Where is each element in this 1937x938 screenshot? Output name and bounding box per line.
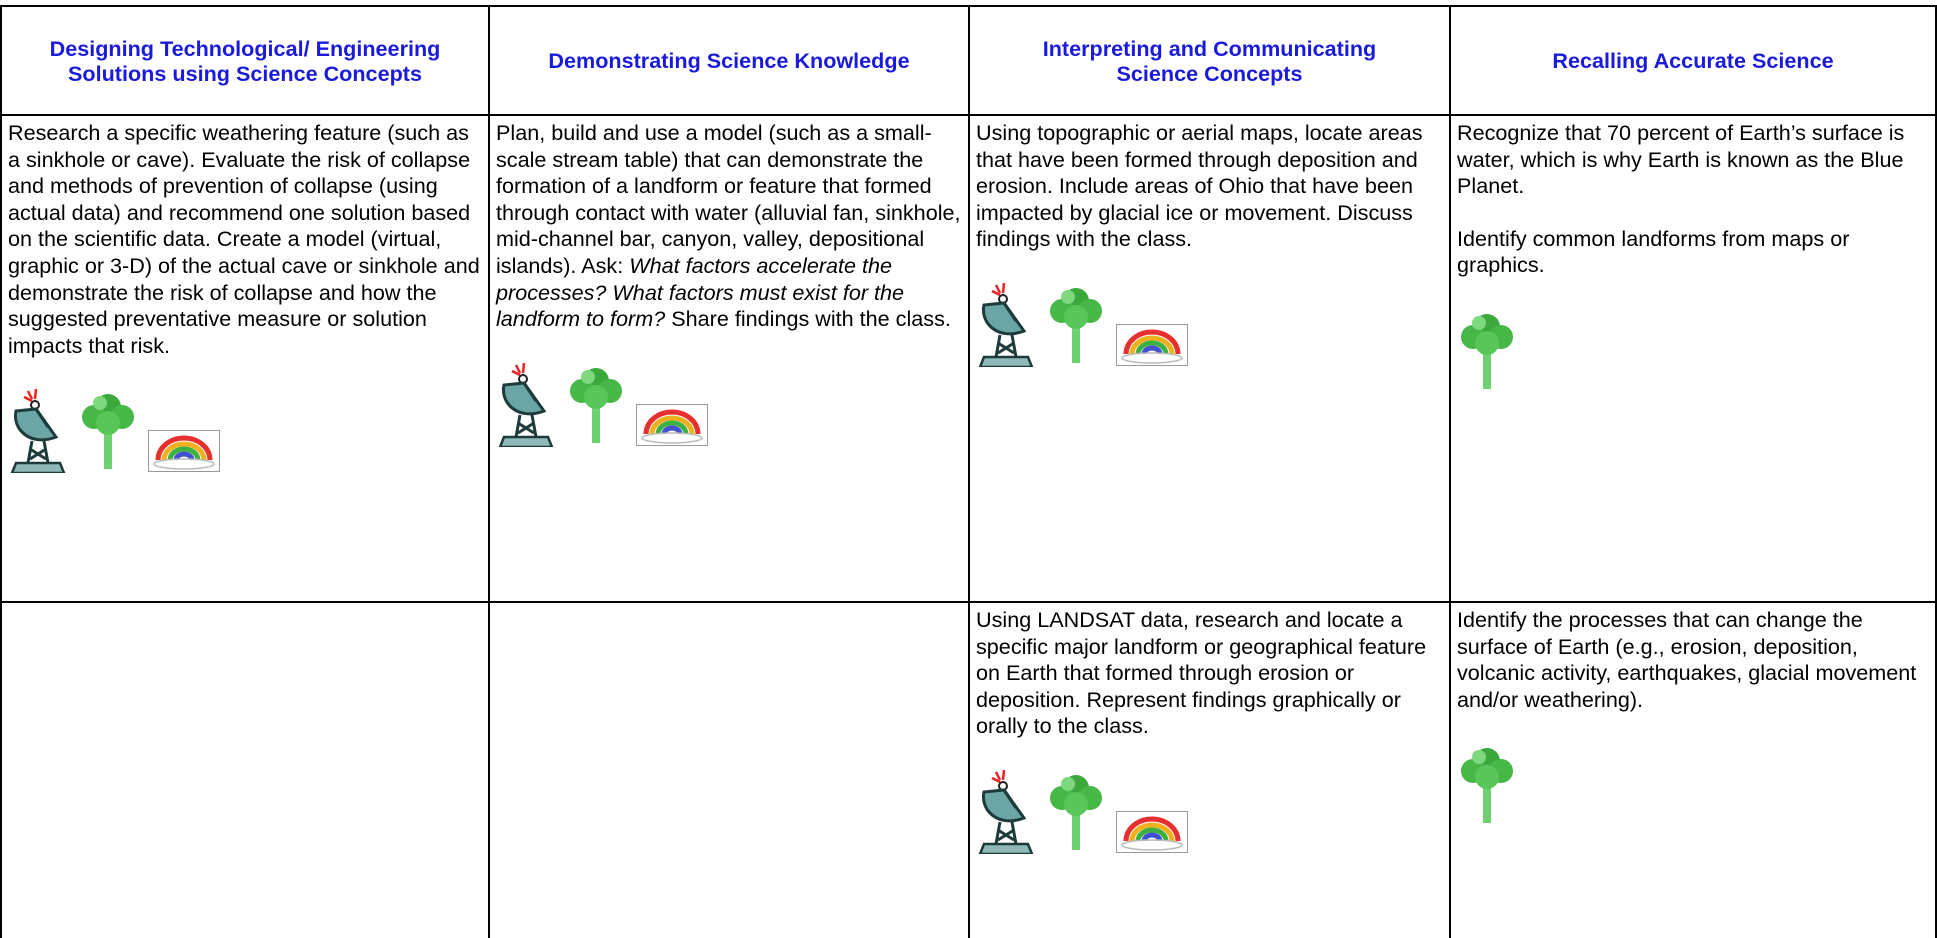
rainbow-icon (636, 403, 708, 447)
cell-text: Plan, build and use a model (such as a s… (496, 120, 961, 278)
table-cell: Recognize that 70 percent of Earth’s sur… (1451, 118, 1935, 395)
icon-row (496, 363, 962, 447)
icon-row (1457, 309, 1929, 393)
rule (968, 5, 970, 938)
tree-icon (1457, 309, 1517, 393)
tree-icon (78, 389, 138, 473)
rule (1449, 5, 1451, 938)
icon-row (1457, 743, 1929, 827)
satellite-icon (976, 770, 1036, 854)
cell-text: Share findings with the class. (665, 306, 951, 332)
rule (1935, 5, 1937, 938)
satellite-icon (8, 389, 68, 473)
cell-text: Using LANDSAT data, research and locate … (976, 607, 1427, 739)
icon-row (976, 283, 1443, 367)
cell-text: Identify the processes that can change t… (1457, 607, 1917, 712)
column-header: Designing Technological/ Engineering Sol… (49, 35, 441, 86)
column-header: Recalling Accurate Science (1552, 48, 1834, 73)
cell-text: Identify common landforms from maps or g… (1457, 225, 1850, 278)
column-header: Demonstrating Science Knowledge (548, 48, 910, 73)
cell-text: Research a specific weathering feature (… (8, 120, 480, 358)
rainbow-icon (1116, 810, 1188, 854)
tree-icon (1046, 283, 1106, 367)
icon-row (976, 770, 1443, 854)
cell-text-italic: What factors accelerate the processes? W… (496, 252, 905, 332)
tree-icon (1046, 770, 1106, 854)
rainbow-icon (1116, 323, 1188, 367)
satellite-icon (976, 283, 1036, 367)
tree-icon (1457, 743, 1517, 827)
cell-text: Using topographic or aerial maps, locate… (976, 120, 1423, 252)
table-cell: Using topographic or aerial maps, locate… (970, 118, 1449, 369)
icon-row (8, 389, 482, 473)
rule (0, 5, 2, 938)
tree-icon (566, 363, 626, 447)
rule (488, 5, 490, 938)
column-header: Interpreting and Communicating Science C… (1042, 35, 1377, 86)
table-cell: Using LANDSAT data, research and locate … (970, 605, 1449, 856)
table-cell: Plan, build and use a model (such as a s… (490, 118, 968, 449)
cell-text: Recognize that 70 percent of Earth’s sur… (1457, 120, 1905, 199)
table-cell: Identify the processes that can change t… (1451, 605, 1935, 829)
table-cell: Research a specific weathering feature (… (2, 118, 488, 475)
rainbow-icon (148, 429, 220, 473)
satellite-icon (496, 363, 556, 447)
